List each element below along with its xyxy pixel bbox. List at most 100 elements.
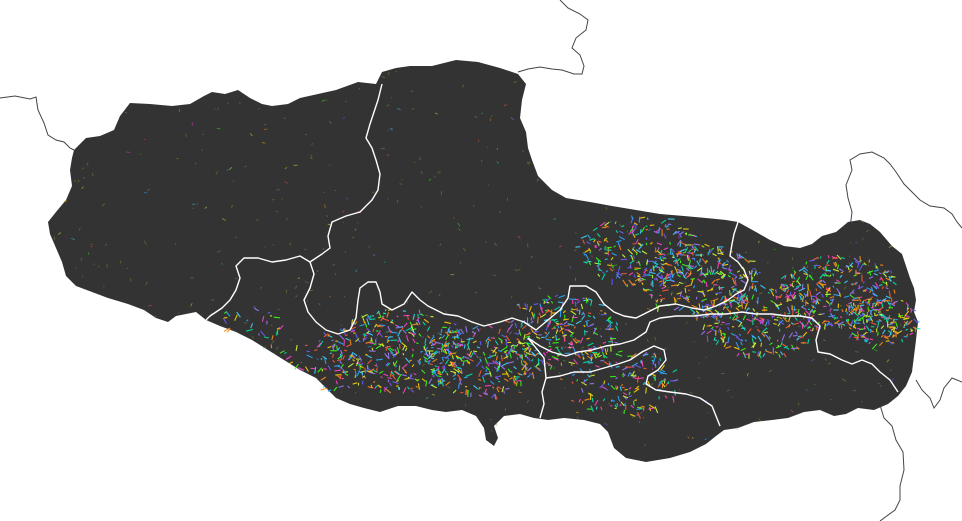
river-segment [828, 302, 831, 307]
river-segment [466, 343, 471, 351]
river-segment [736, 253, 739, 260]
river-segment [746, 318, 754, 323]
river-segment [791, 291, 796, 298]
river-segment [886, 284, 888, 287]
river-segment [632, 255, 635, 259]
river-segment [764, 321, 768, 327]
river-segment [391, 374, 396, 380]
river-segment [316, 357, 319, 361]
river-segment [432, 371, 439, 377]
river-segment [777, 323, 781, 327]
river-segment [904, 314, 911, 318]
river-segment [414, 161, 416, 164]
river-segment [416, 316, 420, 322]
river-segment [573, 308, 579, 311]
river-segment [734, 279, 737, 286]
river-segment [714, 309, 720, 314]
river-segment [662, 257, 667, 260]
river-segment [537, 316, 539, 324]
river-segment [871, 343, 878, 350]
river-segment [848, 307, 851, 311]
river-segment [384, 345, 391, 349]
river-segment [558, 294, 566, 299]
river-segment [555, 346, 559, 349]
river-segment [835, 279, 840, 283]
river-segment [879, 384, 882, 387]
river-segment [912, 326, 917, 330]
river-segment [590, 405, 594, 413]
river-segment [635, 249, 642, 253]
river-segment [674, 261, 679, 264]
river-segment [804, 292, 809, 298]
river-segment [758, 353, 762, 359]
river-segment [870, 322, 877, 326]
river-segment [333, 343, 336, 348]
river-segment [473, 384, 479, 390]
river-segment [522, 360, 526, 364]
river-segment [453, 341, 456, 345]
river-segment [858, 259, 863, 263]
river-segment [669, 278, 675, 282]
river-segment [705, 272, 709, 275]
river-segment [362, 334, 368, 337]
river-segment [318, 340, 324, 348]
river-segment [765, 334, 771, 341]
river-segment [631, 362, 639, 367]
river-segment [552, 342, 559, 344]
river-segment [855, 241, 858, 244]
river-segment [688, 273, 692, 275]
river-segment [596, 233, 601, 238]
river-segment [510, 319, 515, 323]
river-segment [513, 344, 517, 350]
river-segment [367, 359, 372, 365]
river-segment [102, 285, 105, 288]
river-segment [418, 309, 421, 314]
river-segment [545, 323, 549, 331]
river-segment [517, 341, 522, 345]
river-segment [869, 289, 872, 294]
river-segment [463, 356, 470, 360]
river-segment [687, 289, 691, 292]
river-segment [849, 262, 854, 267]
river-segment [564, 387, 566, 389]
river-segment [595, 365, 600, 368]
river-segment [644, 444, 646, 447]
river-segment [746, 307, 751, 311]
river-segment [801, 304, 805, 308]
river-segment [624, 403, 626, 407]
river-segment [768, 288, 772, 292]
river-segment [706, 324, 711, 327]
river-segment [437, 372, 443, 376]
river-segment [260, 330, 266, 337]
river-segment [512, 344, 516, 347]
river-segment [466, 352, 472, 358]
river-segment [310, 154, 313, 157]
river-segment [735, 341, 740, 349]
river-segment [306, 282, 309, 284]
river-segment [431, 393, 436, 396]
river-segment [788, 332, 794, 339]
river-segment [410, 325, 415, 333]
river-segment [790, 273, 796, 280]
river-segment [660, 259, 664, 262]
river-segment [885, 281, 888, 285]
river-segment [704, 314, 709, 318]
river-segment [462, 362, 465, 366]
river-segment [638, 216, 641, 223]
river-segment [878, 341, 884, 347]
river-segment [556, 347, 562, 355]
river-segment [358, 87, 361, 90]
river-segment [347, 385, 351, 389]
river-segment [778, 353, 781, 358]
river-segment [910, 309, 913, 313]
river-segment [323, 191, 325, 194]
river-segment [806, 318, 812, 325]
river-segment [876, 298, 879, 301]
river-segment [364, 367, 366, 374]
river-segment [791, 344, 795, 351]
river-segment [813, 383, 816, 386]
river-segment [789, 291, 792, 296]
river-segment [664, 224, 667, 228]
river-segment [225, 311, 231, 317]
river-segment [503, 355, 509, 360]
